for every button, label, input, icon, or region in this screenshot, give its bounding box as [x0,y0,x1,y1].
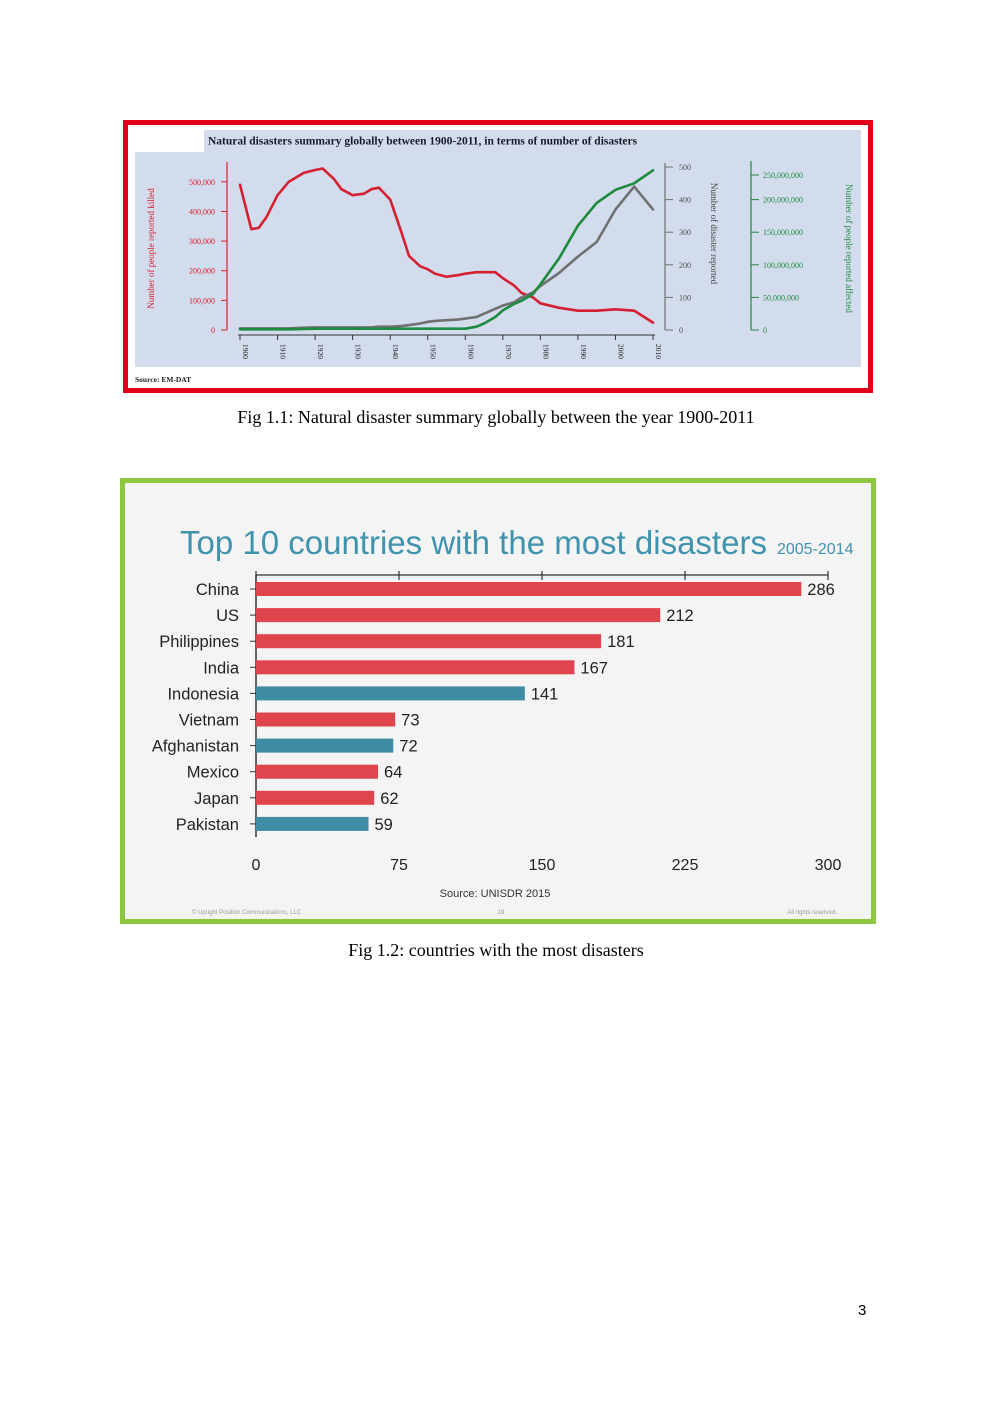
chart-title: Natural disasters summary globally betwe… [208,136,638,148]
bar-value-label: 64 [384,764,402,782]
bar [256,686,525,701]
chart-source: Source: EM-DAT [135,375,191,384]
x-axis-tick-label: 2000 [616,344,625,359]
affected-axis-tick-label: 250,000,000 [763,171,803,180]
x-axis-tick-label: 1990 [579,344,588,359]
killed-axis-tick-label: 300,000 [189,237,215,246]
bar-value-label: 286 [807,581,835,599]
affected-axis-label: Number of people reported affected [844,184,854,313]
footer-right: All rights reserved. [787,910,837,916]
figure-2-top-countries-chart: Top 10 countries with the most disasters… [120,478,876,924]
x-axis-tick-label: 1980 [541,344,550,359]
bar [256,738,394,753]
category-label: US [216,607,239,625]
figure-1-disasters-summary-chart: Natural disasters summary globally betwe… [123,120,873,393]
x-axis-tick-label: 1950 [429,344,438,359]
affected-axis-tick-label: 200,000,000 [763,196,803,205]
bar-chart: Top 10 countries with the most disasters… [152,524,854,916]
category-label: Vietnam [179,712,239,730]
x-axis-tick-label: 75 [390,857,408,874]
killed-axis-tick-label: 500,000 [189,178,215,187]
killed-axis-tick-label: 400,000 [189,207,215,216]
bar-value-label: 73 [401,712,419,730]
bar [256,582,802,596]
category-label: China [196,581,240,599]
x-axis-tick-label: 0 [252,857,261,874]
disasters-axis-tick-label: 0 [679,326,683,335]
x-axis-tick-label: 225 [672,857,699,874]
footer-center: 19 [498,910,505,916]
category-label: India [203,659,240,677]
bar-value-label: 181 [607,633,635,651]
disasters-axis-tick-label: 100 [679,293,691,302]
bar [256,660,575,675]
bar [256,816,369,831]
affected-axis-tick-label: 50,000,000 [763,293,799,302]
series-line-affected [238,168,655,331]
affected-axis-tick-label: 0 [763,326,767,335]
killed-axis-label: Number of people reported killed [146,188,156,309]
chart-title-main: Top 10 countries with the most disasters [180,524,767,561]
page-number: 3 [858,1302,867,1319]
bar-value-label: 72 [399,738,417,756]
bar [256,712,396,727]
figure-2-caption: Fig 1.2: countries with the most disaste… [348,940,644,960]
chart-title: Top 10 countries with the most disasters… [180,524,854,561]
chart-subtitle: 2005-2014 [777,541,854,558]
plot-background [135,152,861,367]
disasters-axis-label: Number of disaster reported [709,183,719,285]
category-label: Philippines [159,633,239,651]
x-axis-tick-label: 1940 [391,344,400,359]
bar-value-label: 62 [380,790,398,808]
bar-value-label: 167 [580,659,608,677]
bar-value-label: 59 [374,816,392,834]
x-axis-tick-label: 300 [815,857,842,874]
x-axis-tick-label: 1900 [241,344,250,359]
chart-source: Source: UNISDR 2015 [440,888,551,900]
x-axis-tick-label: 2010 [654,344,663,359]
category-label: Mexico [187,764,239,782]
category-label: Japan [194,790,239,808]
disasters-axis-tick-label: 400 [679,196,691,205]
x-axis-tick-label: 1910 [279,344,288,359]
x-axis-tick-label: 1960 [466,344,475,359]
footer-left: © Upright Position Communications, LLC [192,909,302,916]
killed-axis-tick-label: 0 [211,326,215,335]
killed-axis-tick-label: 100,000 [189,296,215,305]
x-axis-tick-label: 1970 [504,344,513,359]
x-axis-tick-label: 1930 [354,344,363,359]
affected-axis-tick-label: 100,000,000 [763,261,803,270]
line-chart: Natural disasters summary globally betwe… [135,130,861,384]
category-label: Pakistan [176,816,239,834]
x-axis-tick-label: 1920 [316,344,325,359]
category-label: Afghanistan [152,738,239,756]
bar [256,790,375,805]
disasters-axis-tick-label: 500 [679,163,691,172]
disasters-axis-tick-label: 200 [679,261,691,270]
figure-1-caption: Fig 1.1: Natural disaster summary global… [237,407,755,427]
disasters-axis-tick-label: 300 [679,228,691,237]
x-axis-tick-label: 150 [529,857,556,874]
bar [256,608,661,623]
killed-axis-tick-label: 200,000 [189,267,215,276]
category-label: Indonesia [167,685,239,703]
bar [256,634,602,649]
bar-value-label: 141 [531,685,559,703]
affected-axis-tick-label: 150,000,000 [763,228,803,237]
title-background [204,130,861,152]
bar [256,764,379,779]
series-line-killed [238,167,655,324]
bar-value-label: 212 [666,607,694,625]
